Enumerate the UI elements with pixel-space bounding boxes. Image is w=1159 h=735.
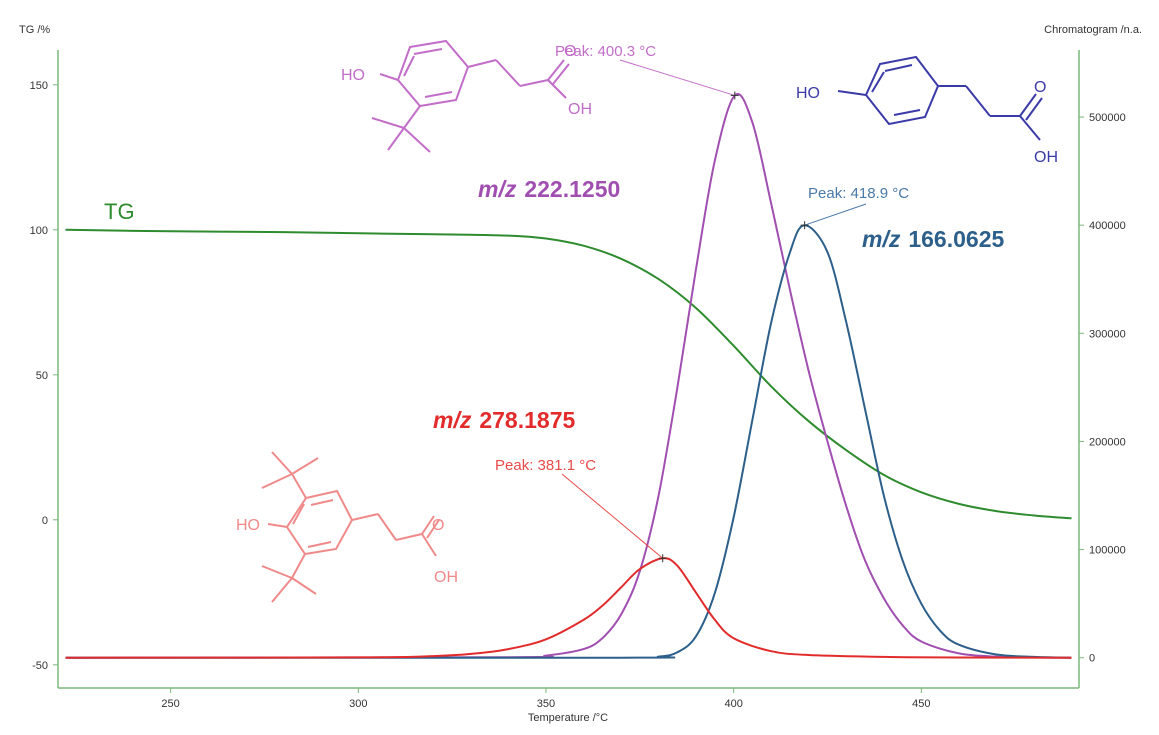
- peak-label-381: Peak: 381.1 °C: [495, 457, 596, 474]
- mz-label-166: m/z 166.0625: [862, 226, 1004, 252]
- chem-ho-278: HO: [236, 517, 260, 534]
- y-left-tick-label-0: 150: [30, 80, 48, 92]
- x-tick-label-4: 450: [912, 698, 930, 710]
- peak-leader-0: [619, 59, 735, 96]
- mz-label-222: m/z 222.1250: [478, 176, 620, 202]
- molecule-structure-166: [837, 55, 1043, 141]
- x-tick-label-1: 300: [349, 698, 367, 710]
- y-right-tick-label-0: 500000: [1089, 112, 1126, 124]
- mz-prefix-222: m/z: [478, 176, 517, 202]
- y-left-tick-label-3: 0: [42, 515, 48, 527]
- series-line-3: [65, 557, 1072, 659]
- y-left-tick-label-2: 50: [36, 370, 48, 382]
- mz-label-278: m/z 278.1875: [433, 407, 575, 433]
- peak-leader-1: [804, 203, 867, 226]
- peak-leader-2: [561, 473, 664, 559]
- chem-o-166: O: [1034, 79, 1046, 96]
- x-tick-label-2: 350: [537, 698, 555, 710]
- x-axis-title: Temperature /°C: [528, 712, 608, 724]
- molecule-structure-222: [371, 39, 570, 153]
- chem-oh-166: OH: [1034, 149, 1058, 166]
- y-right-axis-title: Chromatogram /n.a.: [1044, 24, 1142, 36]
- x-tick-label-3: 400: [724, 698, 742, 710]
- molecule-structure-278: [261, 451, 440, 603]
- y-right-tick-label-1: 400000: [1089, 220, 1126, 232]
- peak-layer: [561, 59, 867, 563]
- mz-prefix-278: m/z: [433, 407, 472, 433]
- y-left-tick-label-1: 100: [30, 225, 48, 237]
- chem-o-222: O: [564, 43, 576, 60]
- chem-ho-166: HO: [796, 85, 820, 102]
- series-line-2: [65, 224, 1072, 659]
- tg-series-label: TG: [104, 199, 135, 224]
- series-layer: [65, 93, 1072, 659]
- chem-oh-222: OH: [568, 101, 592, 118]
- mz-value-166: 166.0625: [908, 226, 1004, 252]
- series-line-1: [65, 93, 1072, 659]
- chem-o-278: O: [432, 517, 444, 534]
- series-line-0: [65, 228, 1072, 520]
- y-right-tick-label-4: 100000: [1089, 545, 1126, 557]
- chem-ho-222: HO: [341, 67, 365, 84]
- peak-label-400: Peak: 400.3 °C: [555, 43, 656, 60]
- y-left-tick-label-4: -50: [32, 660, 48, 672]
- mz-value-222: 222.1250: [524, 176, 620, 202]
- x-tick-label-0: 250: [161, 698, 179, 710]
- y-right-tick-label-3: 200000: [1089, 436, 1126, 448]
- tick-layer: 250 300 350 400 450 150 100 50 0 -50 500000 400000 3…: [30, 80, 1126, 710]
- chem-oh-278: OH: [434, 569, 458, 586]
- mz-value-278: 278.1875: [479, 407, 575, 433]
- axes: [57, 50, 1080, 689]
- y-right-tick-label-2: 300000: [1089, 328, 1126, 340]
- mz-prefix-166: m/z: [862, 226, 901, 252]
- y-left-axis-title: TG /%: [19, 24, 50, 36]
- peak-label-418: Peak: 418.9 °C: [808, 185, 909, 202]
- y-right-tick-label-5: 0: [1089, 653, 1095, 665]
